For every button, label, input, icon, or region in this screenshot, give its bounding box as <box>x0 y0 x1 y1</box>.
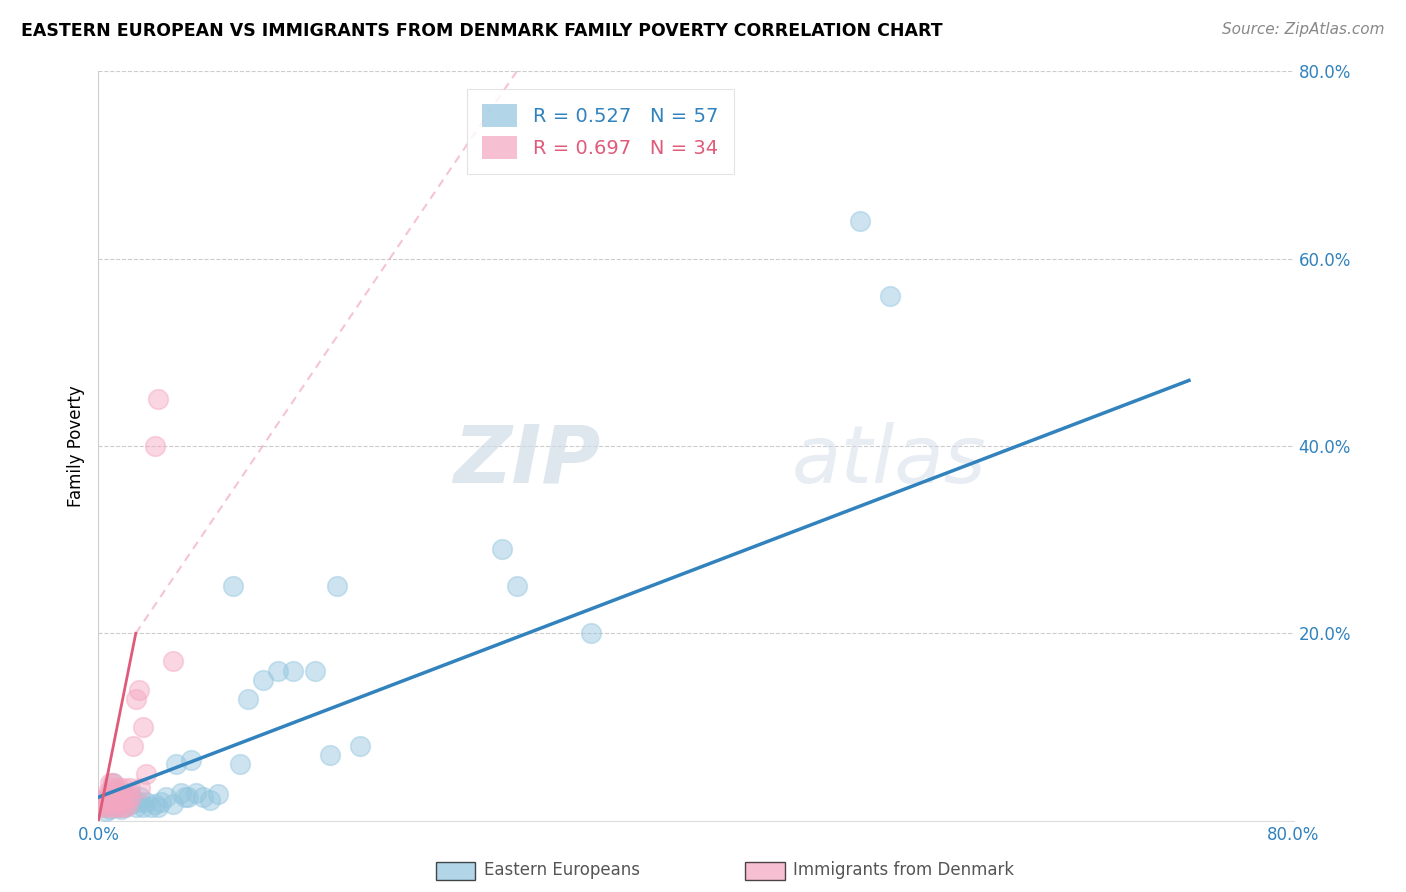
Point <box>132 720 155 734</box>
Point <box>94 790 117 805</box>
Point <box>121 793 143 807</box>
Point <box>129 780 152 795</box>
Point <box>98 776 122 790</box>
Point <box>91 795 114 809</box>
Point <box>117 797 139 811</box>
Point <box>150 795 173 809</box>
Point <box>118 786 141 800</box>
Point <box>879 289 901 303</box>
Point <box>849 214 872 228</box>
Point <box>207 788 229 802</box>
Point <box>349 739 371 753</box>
Y-axis label: Family Poverty: Family Poverty <box>66 385 84 507</box>
Point <box>174 790 197 805</box>
Point <box>236 692 259 706</box>
Point <box>506 580 529 594</box>
Point <box>135 795 157 809</box>
Text: EASTERN EUROPEAN VS IMMIGRANTS FROM DENMARK FAMILY POVERTY CORRELATION CHART: EASTERN EUROPEAN VS IMMIGRANTS FROM DENM… <box>21 22 942 40</box>
Point <box>128 682 150 697</box>
Point <box>96 786 118 800</box>
Point <box>98 802 122 816</box>
Point <box>114 799 136 814</box>
Point <box>115 790 138 805</box>
Point <box>118 780 141 795</box>
Point <box>162 797 184 811</box>
Point <box>319 747 342 762</box>
Point <box>267 664 290 678</box>
Point <box>304 664 326 678</box>
Text: Immigrants from Denmark: Immigrants from Denmark <box>793 861 1014 879</box>
Point <box>120 797 142 811</box>
Point <box>93 797 115 811</box>
Point <box>191 790 214 805</box>
Point <box>94 805 117 819</box>
Point <box>111 786 134 800</box>
Point <box>143 439 166 453</box>
Point <box>155 790 177 805</box>
Point <box>107 790 129 805</box>
Point <box>107 799 129 814</box>
Point <box>148 392 170 407</box>
Point <box>177 790 200 805</box>
Point <box>112 780 135 795</box>
Point <box>98 790 122 805</box>
Point <box>162 655 184 669</box>
Point <box>97 797 120 811</box>
Point <box>103 795 125 809</box>
Point <box>148 799 170 814</box>
Point <box>184 786 207 800</box>
Point <box>115 790 138 805</box>
Point <box>97 797 120 811</box>
Point <box>101 799 124 814</box>
Point <box>165 757 187 772</box>
Point <box>121 739 143 753</box>
Point <box>132 799 155 814</box>
Point <box>139 799 162 814</box>
Point <box>90 799 112 814</box>
Text: ZIP: ZIP <box>453 422 600 500</box>
Point <box>114 799 136 814</box>
Point <box>103 776 125 790</box>
Point <box>180 753 202 767</box>
Point <box>129 790 152 805</box>
Point <box>105 799 128 814</box>
Point <box>110 802 132 816</box>
Text: Eastern Europeans: Eastern Europeans <box>484 861 640 879</box>
Point <box>491 542 513 557</box>
Point <box>112 795 135 809</box>
Point <box>200 793 222 807</box>
Point <box>135 767 157 781</box>
Point <box>101 786 124 800</box>
Point <box>120 790 142 805</box>
Point <box>229 757 252 772</box>
Point <box>108 790 131 805</box>
Point <box>128 795 150 809</box>
Point <box>103 799 125 814</box>
Point <box>96 799 118 814</box>
Point <box>91 795 114 809</box>
Point <box>96 790 118 805</box>
Point <box>93 799 115 814</box>
Point <box>281 664 304 678</box>
Point <box>117 795 139 809</box>
Legend: R = 0.527   N = 57, R = 0.697   N = 34: R = 0.527 N = 57, R = 0.697 N = 34 <box>467 88 734 174</box>
Point <box>222 580 245 594</box>
Point <box>125 799 148 814</box>
Point <box>108 780 131 795</box>
Point <box>581 626 603 640</box>
Point <box>105 797 128 811</box>
Text: atlas: atlas <box>792 422 987 500</box>
Point <box>101 780 124 795</box>
Point <box>143 797 166 811</box>
Point <box>252 673 274 688</box>
Point <box>326 580 349 594</box>
Point <box>110 799 132 814</box>
Point <box>104 788 127 802</box>
Point <box>111 795 134 809</box>
Point <box>169 786 191 800</box>
Point <box>103 776 125 790</box>
Point <box>125 692 148 706</box>
Point <box>104 793 127 807</box>
Text: Source: ZipAtlas.com: Source: ZipAtlas.com <box>1222 22 1385 37</box>
